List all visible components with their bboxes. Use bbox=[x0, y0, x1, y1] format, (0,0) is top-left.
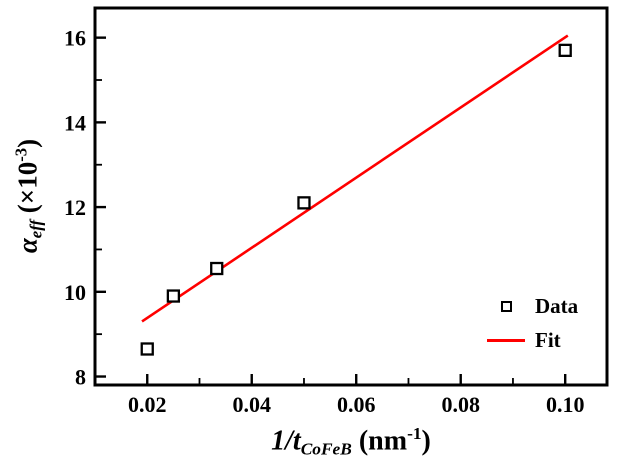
legend-data-marker bbox=[500, 301, 512, 312]
x-axis-label: 1/tCoFeB (nm-1) bbox=[95, 424, 607, 460]
y-tick-label: 8 bbox=[75, 365, 86, 390]
data-point-marker bbox=[166, 289, 181, 303]
data-point-marker bbox=[140, 342, 154, 356]
legend-entry-data: Data bbox=[487, 294, 578, 319]
legend-entry-fit: Fit bbox=[487, 328, 578, 353]
y-axis-label-close: ) bbox=[12, 138, 43, 148]
data-point-marker bbox=[210, 261, 224, 276]
fit-line bbox=[141, 34, 569, 323]
x-tick-label: 0.06 bbox=[337, 392, 376, 417]
x-tick-label: 0.10 bbox=[546, 392, 585, 417]
data-point-marker bbox=[558, 43, 572, 58]
y-axis-label-unit: (×10 bbox=[12, 161, 43, 220]
y-tick-label: 16 bbox=[64, 26, 86, 51]
x-tick-label: 0.04 bbox=[232, 392, 271, 417]
legend-fit-marker-slot bbox=[487, 339, 525, 342]
y-axis-label-symbol: α bbox=[12, 238, 43, 254]
x-axis-label-unit: (nm bbox=[351, 425, 408, 457]
y-tick-label: 10 bbox=[64, 280, 86, 305]
legend-data-label: Data bbox=[535, 294, 579, 318]
y-axis-label-exponent: -3 bbox=[11, 147, 31, 162]
y-tick-label: 12 bbox=[64, 195, 86, 220]
y-tick-label: 14 bbox=[64, 110, 86, 135]
data-point-marker bbox=[297, 196, 311, 210]
legend: Data Fit bbox=[487, 294, 578, 353]
x-tick-label: 0.08 bbox=[441, 392, 480, 417]
legend-fit-line bbox=[487, 339, 525, 342]
y-axis-label: αeff (×10-3) bbox=[11, 139, 46, 253]
x-axis-label-exponent: -1 bbox=[407, 424, 422, 443]
plot-border bbox=[93, 6, 609, 387]
legend-data-marker-slot bbox=[487, 301, 525, 312]
x-axis-label-close: ) bbox=[421, 425, 431, 457]
x-tick-label: 0.02 bbox=[128, 392, 167, 417]
x-axis-label-subscript: CoFeB bbox=[300, 439, 352, 459]
legend-fit-label: Fit bbox=[535, 328, 561, 352]
x-axis-label-symbol: 1/t bbox=[271, 425, 301, 457]
y-axis-label-subscript: eff bbox=[26, 219, 46, 239]
